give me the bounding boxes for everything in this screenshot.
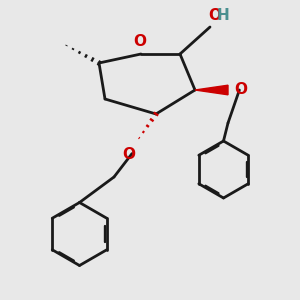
Text: O: O [122, 147, 136, 162]
Polygon shape [195, 85, 228, 95]
Text: O: O [234, 82, 247, 97]
Text: O: O [133, 34, 146, 49]
Text: O: O [208, 8, 221, 23]
Text: H: H [217, 8, 230, 23]
